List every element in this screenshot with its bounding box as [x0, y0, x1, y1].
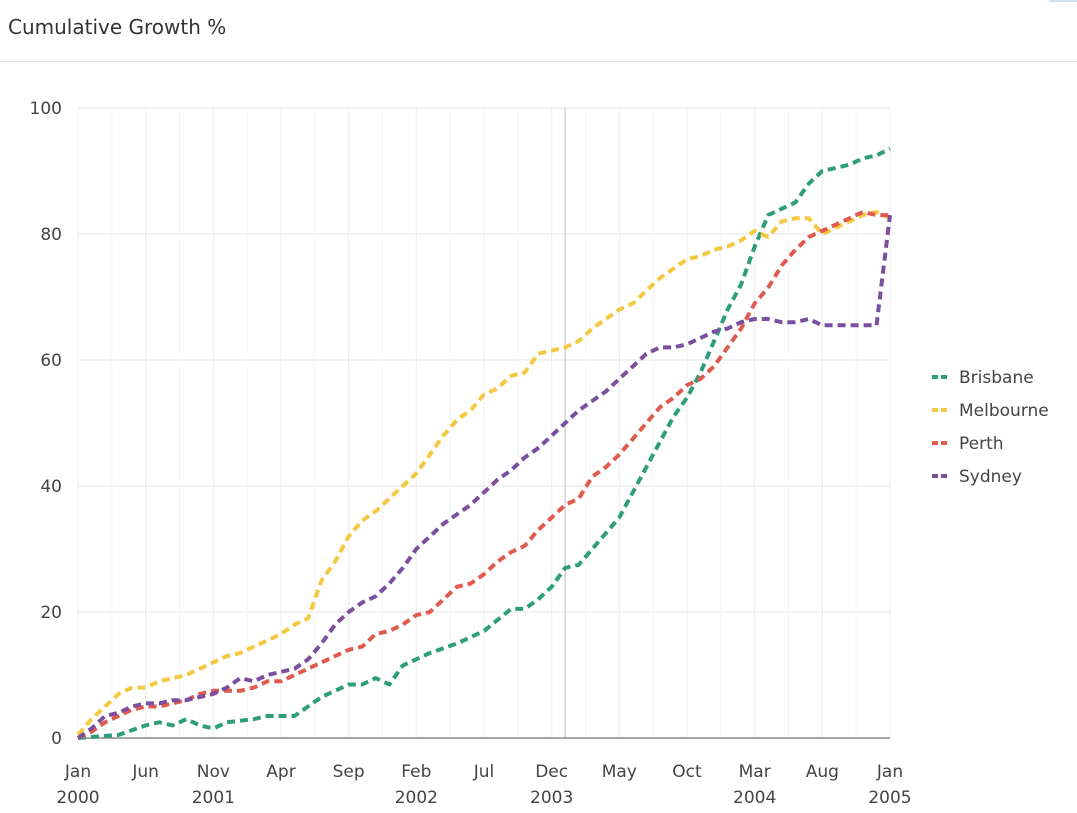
y-tick-label: 60 — [40, 351, 62, 371]
x-tick-year-label: 2004 — [733, 788, 776, 808]
y-tick-label: 0 — [51, 729, 62, 749]
series-line-brisbane[interactable] — [77, 147, 891, 740]
chart-axes: 0 20 40 60 80 100 Jan 2000 Jun Nov 2001 Apr Sep Feb 20… — [30, 99, 912, 808]
x-tick-label: Nov — [197, 762, 230, 782]
y-tick-label: 40 — [40, 477, 62, 497]
x-tick-label: Jan — [64, 762, 91, 782]
series-line-perth[interactable] — [77, 210, 890, 740]
y-tick-label: 20 — [40, 603, 62, 623]
x-tick-year-label: 2003 — [530, 788, 573, 808]
x-tick-year-label: 2001 — [192, 788, 235, 808]
x-tick-year-label: 2000 — [56, 788, 99, 808]
panel-title: Cumulative Growth % — [8, 15, 227, 39]
x-tick-label: May — [602, 762, 637, 782]
x-tick-year-label: 2005 — [868, 788, 911, 808]
x-tick-label: Jan — [876, 762, 903, 782]
chart-series — [76, 147, 892, 740]
y-tick-label: 80 — [40, 225, 62, 245]
x-tick-year-label: 2002 — [395, 788, 438, 808]
corner-accent — [1049, 0, 1077, 2]
legend-label-melbourne[interactable]: Melbourne — [959, 401, 1049, 421]
x-tick-label: Mar — [739, 762, 771, 782]
series-line-melbourne[interactable] — [76, 210, 891, 737]
x-tick-label: Jun — [131, 762, 159, 782]
legend-label-brisbane[interactable]: Brisbane — [959, 368, 1034, 388]
y-tick-label: 100 — [30, 99, 62, 119]
x-tick-label: Aug — [806, 762, 839, 782]
chart-legend[interactable]: Brisbane Melbourne Perth Sydney — [932, 368, 1049, 487]
x-tick-label: Jul — [473, 762, 495, 782]
x-tick-label: Apr — [266, 762, 295, 782]
x-tick-label: Sep — [333, 762, 365, 782]
x-tick-label: Dec — [535, 762, 568, 782]
x-tick-label: Oct — [672, 762, 702, 782]
legend-label-perth[interactable]: Perth — [959, 434, 1004, 454]
chart-grid — [77, 107, 891, 738]
legend-label-sydney[interactable]: Sydney — [959, 467, 1022, 487]
panel-header: Cumulative Growth % — [0, 0, 1077, 62]
x-tick-label: Feb — [401, 762, 431, 782]
series-line-sydney[interactable] — [76, 214, 892, 740]
